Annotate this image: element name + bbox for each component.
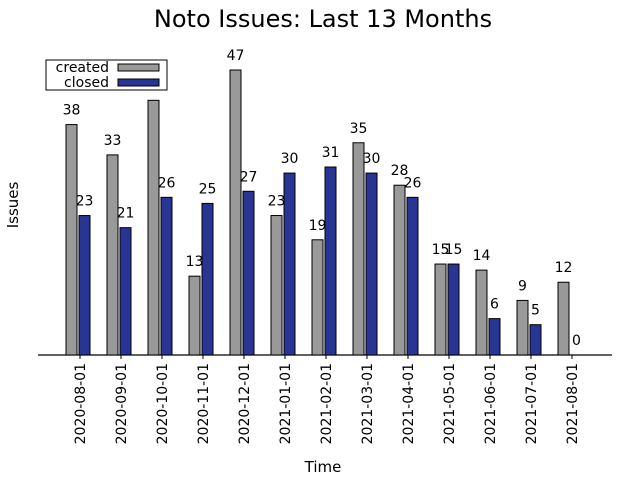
value-label-created-2021-01-01: 23 (268, 194, 286, 210)
value-label-closed-2020-10-01: 26 (158, 175, 176, 191)
x-tick-label-2021-03-01: 2021-03-01 (360, 363, 376, 444)
value-label-closed-2021-04-01: 26 (404, 175, 422, 191)
bar-closed-2021-03-01 (365, 172, 378, 356)
bar-closed-2020-09-01 (119, 227, 132, 356)
x-tick-label-2021-07-01: 2021-07-01 (524, 363, 540, 444)
value-label-closed-2021-02-01: 31 (322, 145, 340, 161)
bar-closed-2020-12-01 (242, 190, 255, 356)
value-label-created-2021-07-01: 9 (518, 278, 527, 294)
value-label-closed-2021-07-01: 5 (531, 303, 540, 319)
x-tick-label-2020-08-01: 2020-08-01 (73, 363, 89, 444)
bar-closed-2021-05-01 (447, 263, 460, 356)
bar-created-2021-05-01 (434, 263, 447, 356)
legend: created closed (45, 59, 168, 91)
value-label-created-2020-11-01: 13 (186, 254, 204, 270)
bar-created-2020-10-01 (147, 99, 160, 356)
x-axis-label: Time (304, 458, 342, 476)
bar-created-2021-04-01 (393, 184, 406, 356)
value-label-closed-2021-03-01: 30 (363, 151, 381, 167)
bar-closed-2021-07-01 (529, 324, 542, 356)
x-tick-label-2021-08-01: 2021-08-01 (565, 363, 581, 444)
value-label-created-2021-08-01: 12 (555, 260, 573, 276)
bar-closed-2020-08-01 (78, 215, 91, 356)
chart-title: Noto Issues: Last 13 Months (154, 5, 492, 33)
legend-swatch-created (117, 63, 160, 72)
bar-created-2020-12-01 (229, 69, 242, 356)
value-label-created-2021-03-01: 35 (350, 121, 368, 137)
x-tick-label-2020-10-01: 2020-10-01 (155, 363, 171, 444)
value-label-closed-2020-12-01: 27 (240, 169, 258, 185)
value-label-created-2020-12-01: 47 (227, 48, 245, 64)
bar-created-2021-01-01 (270, 215, 283, 356)
value-label-closed-2021-05-01: 15 (445, 242, 463, 258)
bar-closed-2020-10-01 (160, 196, 173, 356)
value-label-created-2020-09-01: 33 (104, 133, 122, 149)
bar-closed-2020-11-01 (201, 202, 214, 356)
x-tick-label-2021-05-01: 2021-05-01 (442, 363, 458, 444)
bar-created-2021-02-01 (311, 239, 324, 356)
value-label-created-2021-04-01: 28 (391, 163, 409, 179)
bar-created-2021-03-01 (352, 142, 365, 356)
value-label-created-2020-08-01: 38 (63, 103, 81, 119)
x-tick-label-2021-06-01: 2021-06-01 (483, 363, 499, 444)
bar-closed-2021-02-01 (324, 166, 337, 356)
bar-created-2020-11-01 (188, 275, 201, 356)
bar-created-2021-08-01 (557, 281, 570, 356)
x-tick-label-2021-02-01: 2021-02-01 (319, 363, 335, 444)
bar-created-2021-06-01 (475, 269, 488, 356)
bar-created-2020-08-01 (65, 124, 78, 356)
x-tick-label-2021-01-01: 2021-01-01 (278, 363, 294, 444)
legend-label-created: created (56, 60, 109, 76)
x-tick-label-2020-12-01: 2020-12-01 (237, 363, 253, 444)
value-label-closed-2020-08-01: 23 (76, 194, 94, 210)
value-label-closed-2021-06-01: 6 (490, 297, 499, 313)
x-tick-label-2021-04-01: 2021-04-01 (401, 363, 417, 444)
value-label-created-2021-05-01: 15 (432, 242, 450, 258)
legend-swatch-closed (117, 78, 160, 87)
bar-created-2020-09-01 (106, 154, 119, 356)
bar-created-2021-07-01 (516, 299, 529, 356)
value-label-closed-2021-08-01: 0 (572, 333, 581, 349)
x-tick-label-2020-11-01: 2020-11-01 (196, 363, 212, 444)
bar-closed-2021-01-01 (283, 172, 296, 356)
x-ticks-group: 2020-08-01 2020-09-01 2020-10-01 2020-11-01… (73, 355, 581, 444)
bar-closed-2021-04-01 (406, 196, 419, 356)
value-label-closed-2021-01-01: 30 (281, 151, 299, 167)
y-axis-label: Issues (4, 182, 22, 229)
value-label-created-2021-02-01: 19 (309, 218, 327, 234)
legend-label-closed: closed (64, 75, 109, 91)
value-label-closed-2020-09-01: 21 (117, 206, 135, 222)
bar-closed-2021-06-01 (488, 318, 501, 356)
value-label-closed-2020-11-01: 25 (199, 181, 217, 197)
bars-group (65, 69, 570, 356)
x-tick-label-2020-09-01: 2020-09-01 (114, 363, 130, 444)
value-label-created-2021-06-01: 14 (473, 248, 491, 264)
